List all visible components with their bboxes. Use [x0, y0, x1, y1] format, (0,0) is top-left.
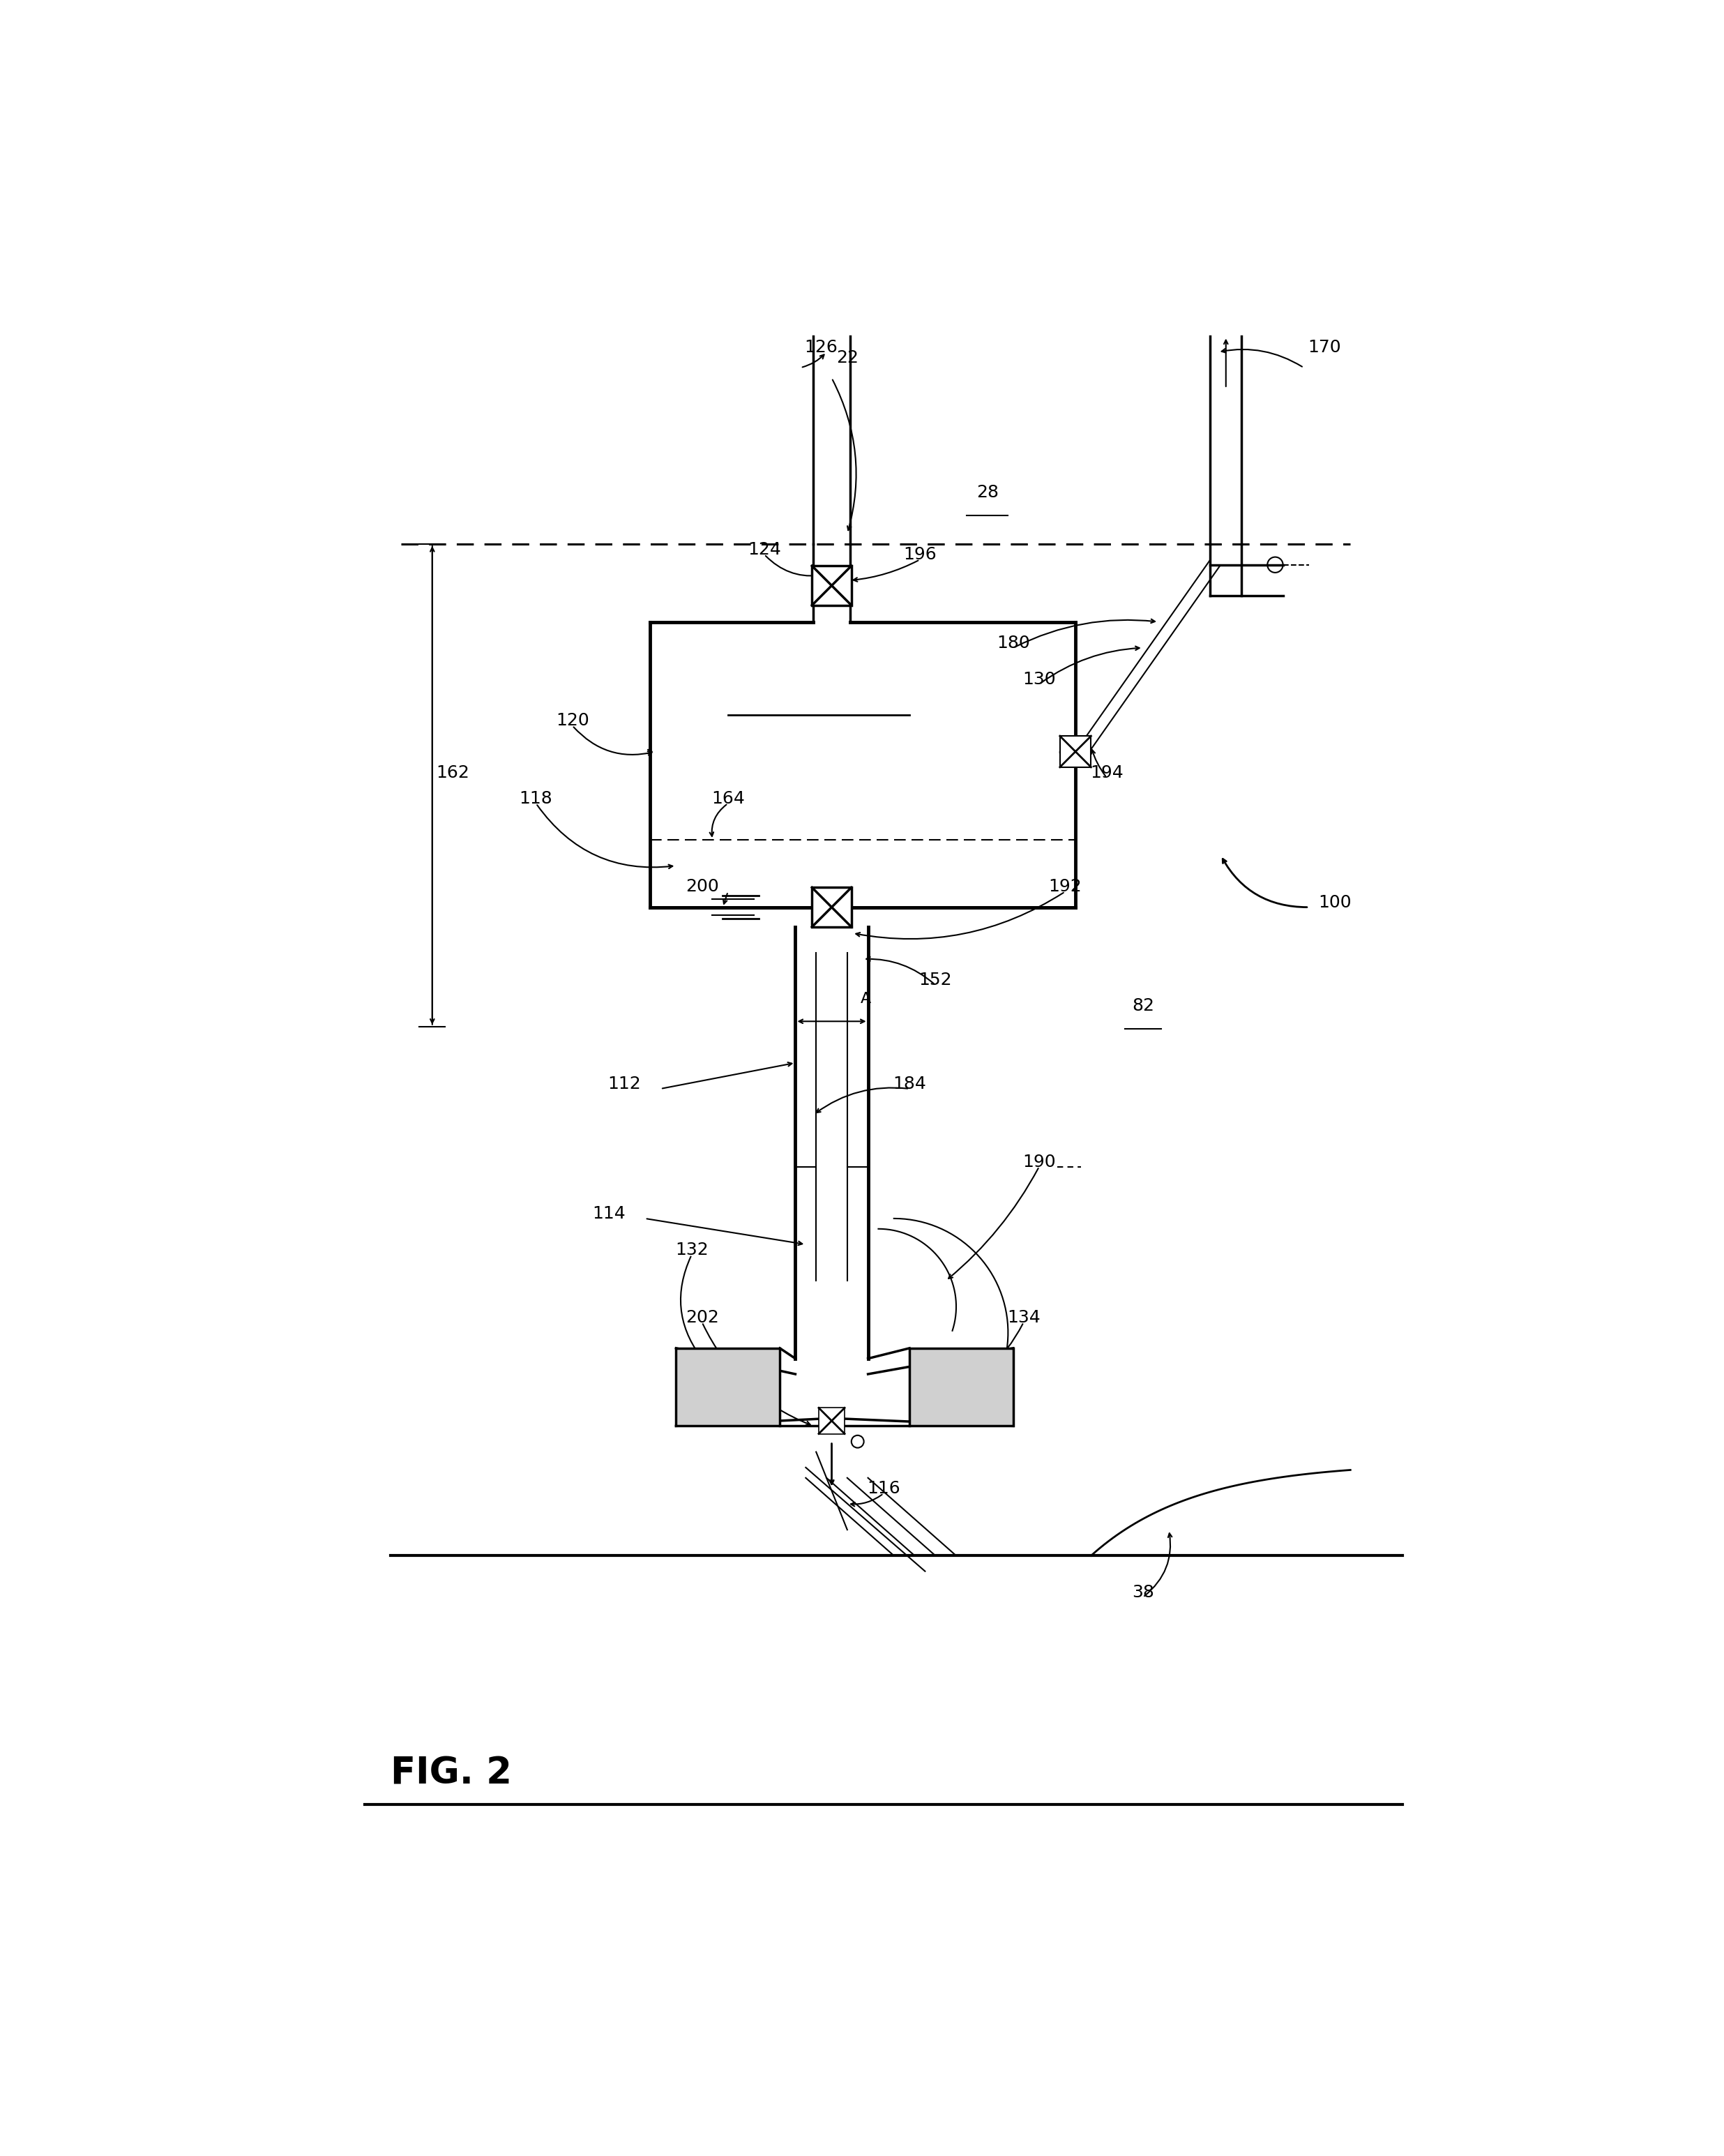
Text: 112: 112 — [607, 1076, 641, 1093]
Text: 116: 116 — [867, 1481, 900, 1496]
Text: 192: 192 — [1048, 877, 1081, 895]
Text: 120: 120 — [555, 711, 590, 729]
Text: 184: 184 — [893, 1076, 926, 1093]
Text: 132: 132 — [676, 1242, 709, 1259]
Text: 124: 124 — [748, 541, 781, 558]
Bar — [812, 888, 852, 927]
Text: 38: 38 — [1131, 1585, 1153, 1600]
Text: 180: 180 — [996, 634, 1029, 651]
Text: 118: 118 — [519, 791, 553, 806]
Text: 200: 200 — [686, 877, 719, 895]
Text: 82: 82 — [1131, 998, 1153, 1015]
Text: 28: 28 — [976, 485, 998, 500]
Text: 22: 22 — [836, 349, 859, 367]
Text: A: A — [860, 992, 871, 1005]
Text: FIG. 2: FIG. 2 — [391, 1755, 512, 1792]
Text: 100: 100 — [1319, 895, 1352, 910]
Text: 164: 164 — [712, 791, 745, 806]
Bar — [812, 565, 852, 606]
Text: 126: 126 — [805, 338, 838, 356]
Text: 114: 114 — [591, 1205, 626, 1222]
Bar — [676, 1348, 779, 1425]
Text: 162: 162 — [436, 763, 469, 780]
Text: 130: 130 — [1022, 671, 1055, 688]
Text: 196: 196 — [903, 545, 936, 563]
Text: 202: 202 — [686, 1309, 719, 1326]
Text: 170: 170 — [1309, 338, 1341, 356]
Text: 194: 194 — [1090, 763, 1124, 780]
Bar — [910, 1348, 1014, 1425]
Text: 190: 190 — [1022, 1153, 1055, 1171]
Text: 152: 152 — [919, 972, 952, 987]
Text: 134: 134 — [1007, 1309, 1040, 1326]
Bar — [819, 1408, 845, 1434]
Bar — [1060, 735, 1091, 768]
